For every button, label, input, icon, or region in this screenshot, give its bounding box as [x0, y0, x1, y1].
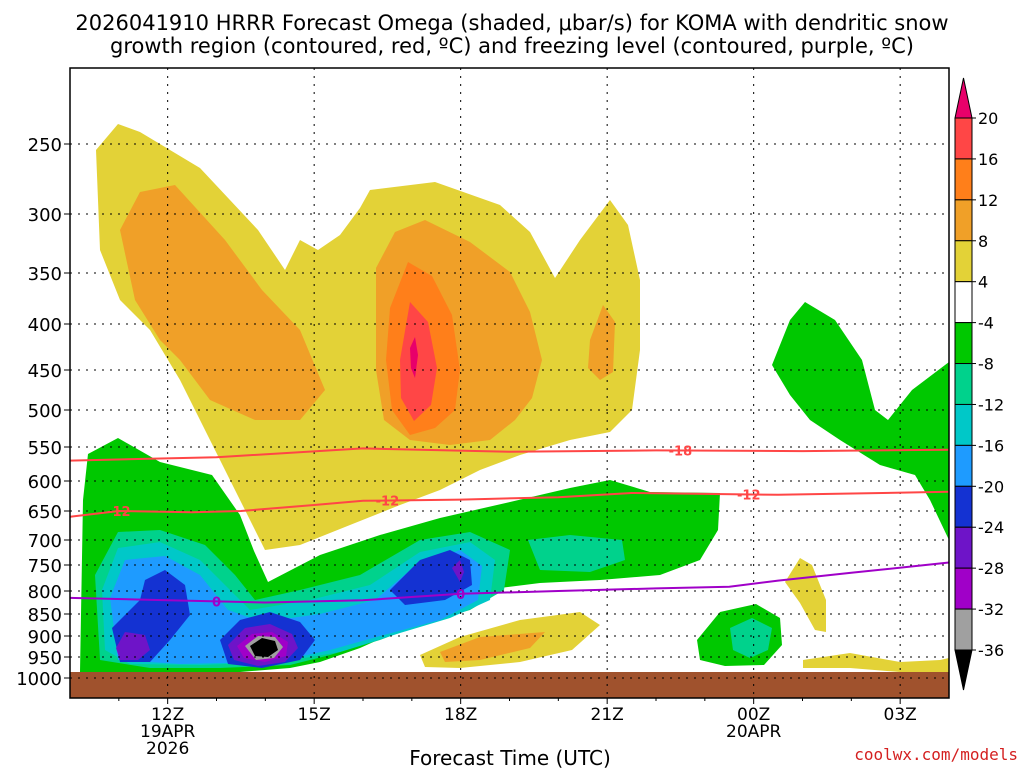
chart-title-line2: growth region (contoured, red, ºC) and f…	[110, 34, 914, 58]
colorbar-label: -28	[978, 559, 1004, 578]
omega-area-16-20	[400, 302, 437, 421]
y-tick-label: 700	[28, 531, 62, 552]
colorbar-label: 16	[978, 150, 998, 169]
x-tick-label: 00Z	[737, 705, 770, 725]
x-tick-date: 20APR	[726, 722, 782, 742]
y-tick-label: 1000	[16, 669, 62, 690]
colorbar-bottom-arrow	[954, 649, 973, 691]
omega-shading	[70, 124, 949, 698]
y-tick-label: 650	[28, 502, 62, 523]
colorbar-label: -12	[978, 395, 1004, 414]
colorbar-box	[954, 322, 973, 365]
colorbar-box	[954, 608, 973, 651]
x-tick-year: 2026	[146, 739, 189, 759]
x-tick-label: 03Z	[884, 705, 917, 725]
omega-area-minus8-minus12-center	[528, 535, 625, 572]
colorbar-label: 4	[978, 273, 988, 292]
colorbar-label: -24	[978, 518, 1004, 537]
colorbar-label: -36	[978, 641, 1004, 660]
contour-label: -12	[376, 495, 400, 510]
omega-area-gt20	[410, 337, 418, 378]
colorbar-box	[954, 526, 973, 569]
omega-area-minus20-minus24-center	[390, 550, 472, 605]
colorbar-label: 8	[978, 232, 988, 251]
y-tick-label: 750	[28, 556, 62, 577]
y-tick-label: 600	[28, 472, 62, 493]
y-tick-label: 300	[28, 205, 62, 226]
colorbar-label: -16	[978, 436, 1004, 455]
omega-area-8-12-west	[120, 185, 325, 420]
temperature-contours: -18 -12 -12 -12 0 0	[69, 445, 950, 610]
omega-area-lt-minus36	[250, 638, 278, 657]
colorbar-label: -4	[978, 314, 994, 333]
colorbar-box	[954, 485, 973, 528]
omega-area-minus24-minus28	[116, 632, 150, 660]
x-axis-label: Forecast Time (UTC)	[409, 746, 611, 768]
contour-line-0	[69, 561, 950, 604]
y-tick-label: 900	[28, 627, 62, 648]
colorbar-label: 12	[978, 191, 998, 210]
omega-area-minus16-minus20	[110, 550, 482, 664]
contour-line--12	[69, 490, 950, 518]
colorbar-box	[954, 281, 973, 324]
y-tick-label: 950	[28, 648, 62, 669]
omega-area-4-8-left	[96, 124, 640, 550]
colorbar-box	[954, 444, 973, 487]
y-axis-pressure: 2503003504004505005506006507007508008509…	[16, 135, 70, 690]
contour-label: 0	[456, 588, 465, 603]
omega-area-minus4-minus8-upper-east	[772, 302, 949, 540]
x-tick-date: 19APR	[140, 722, 196, 742]
colorbar-label: -8	[978, 355, 994, 374]
y-tick-label: 250	[28, 135, 62, 156]
omega-area-8-12-lower-east	[440, 632, 545, 662]
colorbar-label: 20	[978, 109, 998, 128]
y-tick-label: 350	[28, 264, 62, 285]
colorbar-box	[954, 240, 973, 283]
colorbar: 20 16 12 8 4 -4 -8 -12 -16 -20 -24 -28 -32 -36	[954, 77, 1004, 691]
contour-label: -18	[669, 445, 693, 460]
colorbar-box	[954, 403, 973, 446]
omega-area-8-12-east	[588, 305, 615, 380]
contour-label: -12	[107, 505, 131, 520]
y-tick-label: 800	[28, 582, 62, 603]
ground-surface	[70, 672, 949, 698]
y-tick-label: 850	[28, 605, 62, 626]
x-tick-label: 15Z	[298, 705, 331, 725]
x-tick-label: 12Z	[151, 705, 184, 725]
contour-line--18	[69, 447, 950, 462]
contour-label: 0	[212, 595, 221, 610]
colorbar-label: -20	[978, 477, 1004, 496]
contour-label: -12	[737, 488, 761, 503]
x-tick-label: 18Z	[444, 705, 477, 725]
chart-title-line1: 2026041910 HRRR Forecast Omega (shaded, …	[75, 11, 948, 35]
colorbar-box	[954, 567, 973, 610]
colorbar-box	[954, 158, 973, 201]
y-tick-label: 550	[28, 438, 62, 459]
omega-area-4-8-sfc	[803, 653, 949, 672]
y-tick-label: 400	[28, 315, 62, 336]
colorbar-box	[954, 199, 973, 242]
y-tick-label: 450	[28, 361, 62, 382]
omega-area-minus8-minus12-east	[730, 618, 772, 658]
x-tick-label: 21Z	[591, 705, 624, 725]
watermark: coolwx.com/models	[854, 745, 1018, 764]
colorbar-box	[954, 363, 973, 405]
colorbar-label: -32	[978, 600, 1004, 619]
y-tick-label: 500	[28, 401, 62, 422]
colorbar-box	[954, 117, 973, 160]
grid-lines	[70, 68, 949, 698]
